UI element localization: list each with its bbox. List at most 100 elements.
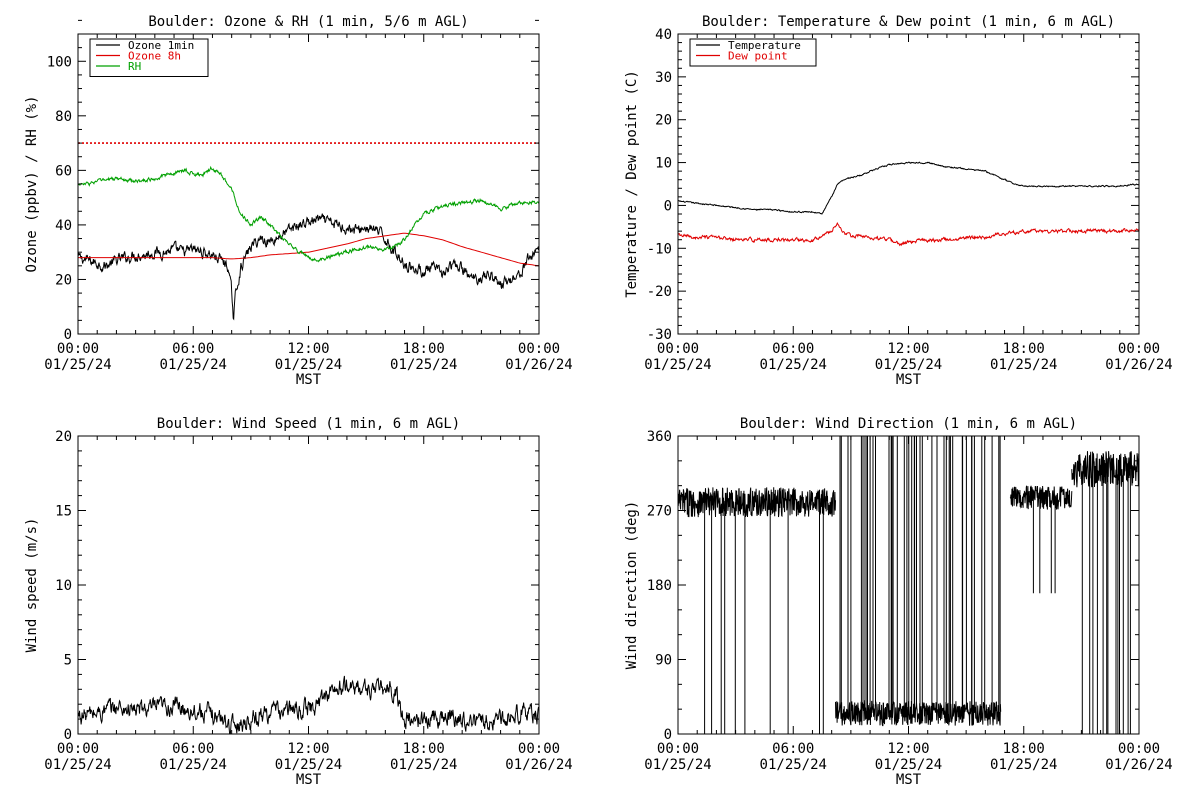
x-tick-date-label: 01/25/24 — [160, 357, 227, 373]
y-tick-label: 180 — [647, 578, 672, 594]
y-tick-label: -10 — [647, 241, 672, 257]
x-tick-label: 06:00 — [772, 741, 814, 757]
series-line — [678, 161, 1139, 215]
y-tick-label: 20 — [55, 272, 72, 288]
chart-title: Boulder: Wind Direction (1 min, 6 m AGL) — [740, 416, 1077, 432]
y-tick-label: 15 — [55, 504, 72, 520]
chart-panel-2: Boulder: Temperature & Dew point (1 min,… — [624, 14, 1173, 388]
chart-panel-3: Boulder: Wind Speed (1 min, 6 m AGL) 0 5 10… — [24, 416, 573, 788]
y-axis-label: Wind speed (m/s) — [24, 518, 40, 653]
x-tick-label: 18:00 — [1003, 341, 1045, 357]
y-tick-label: 360 — [647, 429, 672, 445]
y-tick-label: 40 — [655, 27, 672, 43]
series-line — [78, 675, 539, 734]
x-tick-label: 06:00 — [772, 341, 814, 357]
x-tick-date-label: 01/25/24 — [644, 357, 711, 373]
legend-entry-label: RH — [128, 60, 141, 73]
x-tick-label: 12:00 — [887, 341, 929, 357]
x-tick-date-label: 01/25/24 — [644, 757, 711, 773]
y-tick-label: 270 — [647, 504, 672, 520]
x-tick-date-label: 01/25/24 — [990, 757, 1057, 773]
y-tick-label: -30 — [647, 327, 672, 343]
x-tick-label: 06:00 — [172, 741, 214, 757]
x-tick-label: 00:00 — [657, 341, 699, 357]
x-tick-label: 12:00 — [287, 341, 329, 357]
chart-title: Boulder: Wind Speed (1 min, 6 m AGL) — [157, 416, 460, 432]
y-tick-label: 0 — [664, 727, 672, 743]
legend-entry-label: Ozone 8h — [128, 50, 181, 63]
x-axis-label: MST — [296, 772, 322, 788]
x-axis-label: MST — [296, 372, 322, 388]
x-tick-date-label: 01/26/24 — [505, 357, 572, 373]
x-tick-label: 12:00 — [887, 741, 929, 757]
x-tick-label: 00:00 — [1118, 341, 1160, 357]
plot-area — [78, 142, 539, 321]
plot-area — [78, 675, 539, 734]
y-tick-label: 20 — [655, 113, 672, 129]
x-tick-date-label: 01/26/24 — [1105, 357, 1172, 373]
x-tick-label: 00:00 — [518, 341, 560, 357]
x-tick-label: 00:00 — [657, 741, 699, 757]
chart-panel-1: Boulder: Ozone & RH (1 min, 5/6 m AGL) 0 2… — [24, 14, 573, 388]
chart-title: Boulder: Temperature & Dew point (1 min,… — [702, 14, 1115, 30]
legend-entry-label: Dew point — [728, 50, 788, 63]
y-axis-label: Ozone (ppbv) / RH (%) — [24, 95, 40, 272]
y-tick-label: -20 — [647, 284, 672, 300]
y-tick-label: 90 — [655, 653, 672, 669]
plot-frame — [77, 435, 540, 735]
x-tick-label: 18:00 — [403, 741, 445, 757]
y-axis-label: Temperature / Dew point (C) — [624, 70, 640, 298]
x-tick-label: 00:00 — [57, 741, 99, 757]
x-tick-date-label: 01/25/24 — [44, 357, 111, 373]
y-tick-label: 40 — [55, 218, 72, 234]
plot-area — [678, 161, 1139, 247]
x-tick-date-label: 01/25/24 — [275, 357, 342, 373]
y-tick-label: 10 — [55, 578, 72, 594]
y-tick-label: 5 — [64, 653, 72, 669]
x-tick-label: 18:00 — [1003, 741, 1045, 757]
x-tick-date-label: 01/25/24 — [990, 357, 1057, 373]
y-tick-label: 0 — [64, 727, 72, 743]
plot-frame — [77, 33, 540, 335]
x-tick-date-label: 01/25/24 — [390, 757, 457, 773]
x-tick-date-label: 01/25/24 — [875, 757, 942, 773]
legend-entry-label: Ozone 1min — [128, 39, 194, 52]
y-tick-label: 20 — [55, 429, 72, 445]
x-tick-label: 00:00 — [57, 341, 99, 357]
legend-box — [689, 38, 817, 67]
chart-panel-4: Boulder: Wind Direction (1 min, 6 m AGL)… — [624, 416, 1173, 788]
x-tick-date-label: 01/26/24 — [505, 757, 572, 773]
y-tick-label: 100 — [47, 54, 72, 70]
y-tick-label: 60 — [55, 163, 72, 179]
y-tick-label: 0 — [64, 327, 72, 343]
x-tick-date-label: 01/25/24 — [390, 357, 457, 373]
x-tick-label: 18:00 — [403, 341, 445, 357]
y-tick-label: 0 — [664, 198, 672, 214]
y-tick-label: 80 — [55, 109, 72, 125]
series-line — [78, 232, 539, 267]
x-tick-date-label: 01/25/24 — [160, 757, 227, 773]
x-axis-label: MST — [896, 372, 922, 388]
x-tick-date-label: 01/25/24 — [275, 757, 342, 773]
x-tick-date-label: 01/25/24 — [760, 757, 827, 773]
plot-frame — [677, 33, 1140, 335]
y-tick-label: 30 — [655, 70, 672, 86]
x-tick-label: 06:00 — [172, 341, 214, 357]
x-tick-date-label: 01/26/24 — [1105, 757, 1172, 773]
chart-title: Boulder: Ozone & RH (1 min, 5/6 m AGL) — [148, 14, 468, 30]
legend-entry-label: Temperature — [728, 39, 801, 52]
x-tick-label: 00:00 — [1118, 741, 1160, 757]
x-tick-label: 00:00 — [518, 741, 560, 757]
x-tick-date-label: 01/25/24 — [875, 357, 942, 373]
series-line — [678, 436, 1139, 734]
x-axis-label: MST — [896, 772, 922, 788]
plot-area — [678, 436, 1139, 734]
series-line — [78, 213, 539, 321]
series-line — [678, 221, 1139, 247]
x-tick-date-label: 01/25/24 — [760, 357, 827, 373]
y-axis-label: Wind direction (deg) — [624, 501, 640, 670]
